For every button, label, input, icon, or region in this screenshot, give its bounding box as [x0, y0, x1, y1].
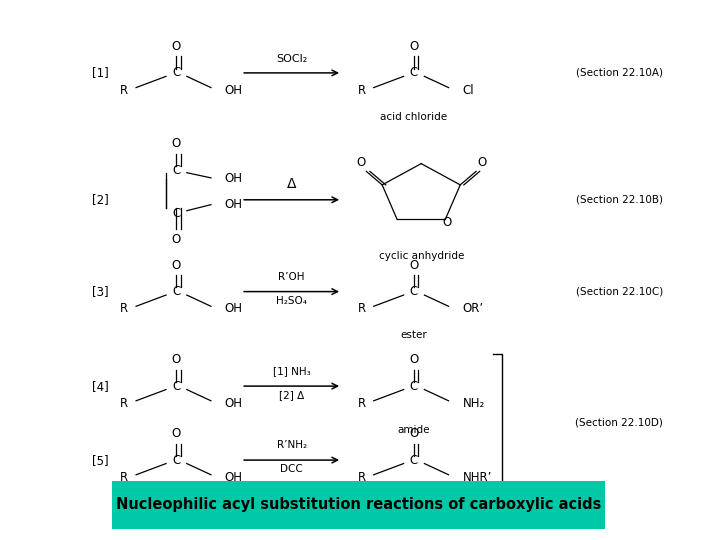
Text: SOCl₂: SOCl₂ — [276, 54, 307, 64]
Text: R: R — [358, 471, 366, 484]
Text: O: O — [477, 156, 487, 168]
Text: C: C — [410, 380, 418, 393]
Text: O: O — [172, 427, 181, 440]
Text: (Section 22.10A): (Section 22.10A) — [576, 68, 662, 78]
Text: R: R — [120, 397, 128, 410]
Text: NHR’: NHR’ — [462, 471, 492, 484]
Text: Cl: Cl — [462, 84, 474, 97]
Text: amide: amide — [397, 499, 431, 509]
Text: [5]: [5] — [92, 454, 109, 467]
Text: (Section 22.10D): (Section 22.10D) — [575, 417, 663, 428]
Text: H₂SO₄: H₂SO₄ — [276, 296, 307, 306]
Text: O: O — [172, 259, 181, 272]
Text: OH: OH — [225, 397, 243, 410]
Text: OH: OH — [225, 198, 243, 211]
Text: Nucleophilic acyl substitution reactions of carboxylic acids: Nucleophilic acyl substitution reactions… — [115, 497, 601, 512]
Text: OH: OH — [225, 471, 243, 484]
Text: C: C — [172, 66, 181, 79]
Text: R: R — [120, 302, 128, 315]
Text: O: O — [172, 353, 181, 366]
Text: O: O — [172, 233, 181, 246]
Text: O: O — [172, 40, 181, 53]
Text: R: R — [358, 397, 366, 410]
Text: OR’: OR’ — [462, 302, 484, 315]
Text: R: R — [120, 471, 128, 484]
Text: R’NH₂: R’NH₂ — [276, 440, 307, 450]
Text: O: O — [410, 427, 418, 440]
Text: Δ: Δ — [287, 177, 297, 191]
Text: C: C — [410, 454, 418, 467]
Text: R: R — [358, 84, 366, 97]
Text: acid chloride: acid chloride — [380, 112, 448, 122]
Text: O: O — [356, 156, 365, 168]
Text: OH: OH — [225, 172, 243, 185]
Text: [1] NH₃: [1] NH₃ — [273, 366, 310, 376]
Text: R’OH: R’OH — [279, 272, 305, 282]
Text: [2] Δ: [2] Δ — [279, 390, 305, 401]
Text: NH₂: NH₂ — [462, 397, 485, 410]
Text: [4]: [4] — [92, 380, 109, 393]
Text: C: C — [410, 66, 418, 79]
Text: [2]: [2] — [92, 193, 109, 206]
Text: (Section 22.10C): (Section 22.10C) — [575, 287, 663, 296]
Text: O: O — [410, 40, 418, 53]
Text: C: C — [410, 285, 418, 298]
Bar — [112, 481, 605, 529]
Text: [1]: [1] — [92, 66, 109, 79]
Text: O: O — [172, 137, 181, 150]
Text: C: C — [172, 207, 181, 220]
Text: C: C — [172, 164, 181, 177]
Text: C: C — [172, 454, 181, 467]
Text: R: R — [120, 84, 128, 97]
Text: (Section 22.10B): (Section 22.10B) — [576, 195, 662, 205]
Text: R: R — [358, 302, 366, 315]
Text: DCC: DCC — [280, 464, 303, 475]
Text: [3]: [3] — [92, 285, 109, 298]
Text: O: O — [443, 215, 452, 228]
Text: OH: OH — [225, 302, 243, 315]
Text: C: C — [172, 380, 181, 393]
Text: cyclic anhydride: cyclic anhydride — [379, 251, 464, 261]
Text: amide: amide — [397, 425, 431, 435]
Text: ester: ester — [400, 330, 428, 341]
Text: O: O — [410, 353, 418, 366]
Text: O: O — [410, 259, 418, 272]
Text: OH: OH — [225, 84, 243, 97]
Text: C: C — [172, 285, 181, 298]
